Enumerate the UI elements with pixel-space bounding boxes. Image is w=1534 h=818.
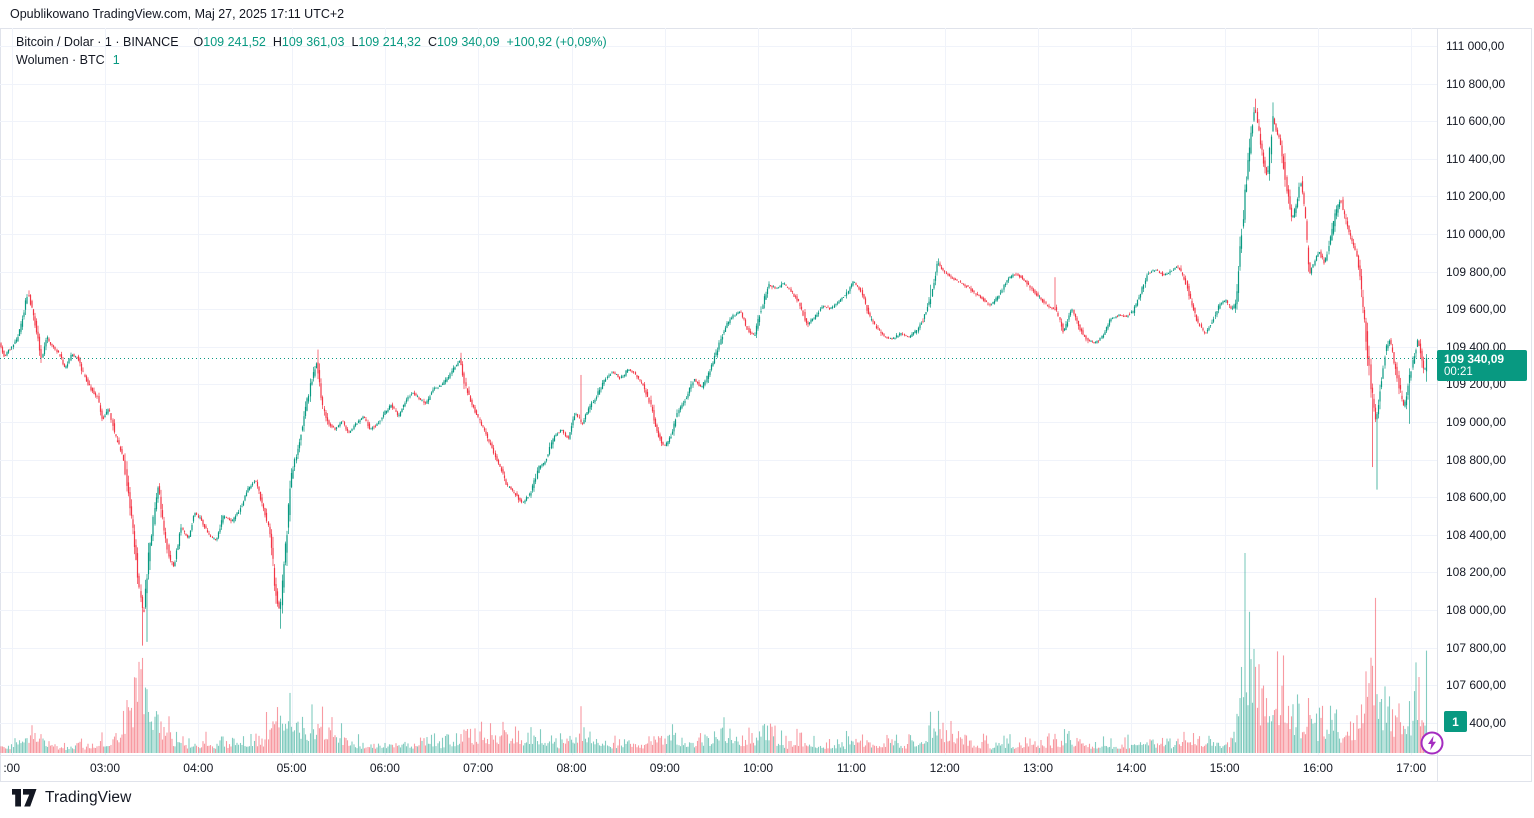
volume-value: 1 [112, 53, 120, 67]
lightning-icon [1420, 731, 1444, 755]
chart-legend[interactable]: Bitcoin / Dolar · 1 · BINANCE O109 241,52… [16, 34, 607, 70]
price-axis-label: 109 800,00 [1446, 264, 1507, 279]
published-line: Opublikowano TradingView.com, Maj 27, 20… [10, 7, 345, 21]
high-value: 109 361,03 [281, 35, 345, 49]
time-axis-label: 12:00 [929, 761, 960, 775]
time-axis-label: 15:00 [1209, 761, 1240, 775]
time-axis-label: 17:00 [1396, 761, 1427, 775]
price-axis-label: 108 200,00 [1446, 565, 1507, 580]
time-axis-label: 11:00 [836, 761, 866, 775]
time-axis-label: 08:00 [556, 761, 587, 775]
time-axis-label: 03:00 [89, 761, 121, 775]
current-price-value: 109 340,09 [1444, 352, 1505, 367]
time-axis-label: 13:00 [1022, 761, 1054, 775]
time-axis-label: 07:00 [463, 761, 494, 775]
time-axis-label: 05:00 [276, 761, 307, 775]
high-label: H [272, 35, 282, 49]
bar-countdown: 00:21 [1444, 366, 1473, 379]
time-axis-separator [0, 755, 1532, 756]
low-value: 109 214,32 [358, 35, 421, 49]
candlestick-volume-chart[interactable] [0, 28, 1437, 755]
price-axis-label: 109 600,00 [1446, 302, 1507, 317]
tradingview-branding[interactable]: TradingView [12, 789, 131, 807]
tradingview-logo-text: TradingView [45, 789, 132, 806]
time-axis-label: 14:00 [1116, 761, 1147, 775]
time-axis-label: 10:00 [743, 761, 774, 775]
price-axis-label: 107 800,00 [1446, 640, 1507, 655]
open-value: 109 241,52 [203, 35, 266, 49]
price-axis-label: 110 400,00 [1446, 151, 1506, 166]
symbol-title: Bitcoin / Dolar · 1 · BINANCE [16, 35, 179, 49]
time-axis-label: 06:00 [369, 761, 400, 775]
price-axis-label: 108 400,00 [1446, 527, 1507, 542]
low-label: L [351, 35, 359, 49]
price-axis-separator [1437, 28, 1438, 782]
legend-symbol-row: Bitcoin / Dolar · 1 · BINANCE O109 241,52… [16, 34, 607, 52]
price-axis-label: 110 800,00 [1446, 76, 1506, 91]
price-axis-label: 107 600,00 [1446, 678, 1507, 693]
volume-title: Wolumen · BTC [16, 53, 105, 67]
open-label: O [193, 35, 204, 49]
price-axis-label: 110 200,00 [1446, 189, 1506, 204]
time-axis-label: :00 [3, 761, 21, 775]
close-value: 109 340,09 [436, 35, 500, 49]
volume-axis-badge: 1 [1444, 711, 1467, 732]
price-axis-label: 110 000,00 [1446, 226, 1506, 241]
price-axis-label: 111 000,00 [1446, 39, 1505, 53]
price-axis-label: 108 600,00 [1446, 490, 1507, 505]
price-axis-label: 108 000,00 [1446, 602, 1507, 617]
instant-trading-button[interactable] [1419, 730, 1445, 756]
time-axis-label: 04:00 [183, 761, 214, 775]
close-label: C [427, 35, 437, 49]
time-axis-label: 16:00 [1302, 761, 1333, 775]
price-axis-label: 108 800,00 [1446, 452, 1507, 467]
current-price-badge: 109 340,09 00:21 [1437, 350, 1527, 382]
time-axis-label: 09:00 [649, 761, 680, 775]
tradingview-logo-icon [12, 789, 37, 807]
price-axis-label: 110 600,00 [1446, 114, 1506, 129]
legend-volume-row: Wolumen · BTC 1 [16, 52, 607, 70]
change-value: +100,92 (+0,09%) [506, 35, 607, 49]
price-axis-label: 109 000,00 [1446, 414, 1507, 429]
